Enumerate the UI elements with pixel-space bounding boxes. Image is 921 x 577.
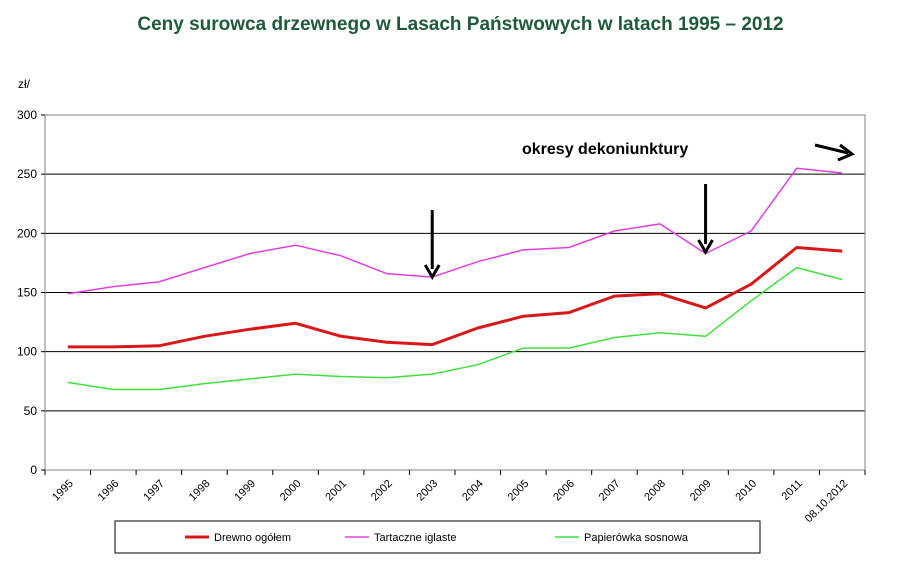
y-axis-label: zł/: [18, 77, 31, 91]
y-tick-label: 300: [17, 108, 37, 122]
x-tick-label: 1996: [96, 478, 122, 504]
arrow-right-icon: [814, 143, 849, 155]
x-tick-label: 2002: [369, 478, 395, 504]
y-tick-label: 0: [30, 463, 37, 477]
y-tick-label: 150: [17, 286, 37, 300]
x-tick-label: 2001: [323, 478, 349, 504]
arrowhead-icon: [697, 239, 714, 255]
legend-box: [114, 520, 761, 554]
x-tick-label: 2003: [415, 478, 441, 504]
x-tick-label: 2009: [688, 478, 714, 504]
y-tick-label: 50: [24, 404, 38, 418]
series-line: [67, 246, 843, 349]
y-axis-ticks: 0 50 100 150 200 250 300: [17, 108, 45, 477]
legend-label: Drewno ogółem: [214, 532, 291, 544]
x-tick-label: 1998: [187, 478, 213, 504]
legend-label: Papierówka sosnowa: [584, 532, 689, 544]
series-lines: [67, 167, 843, 391]
annotations: okresy dekoniunktury: [423, 141, 855, 280]
x-axis-ticks: 1995 1996 1997 1998 1999 2000 2001 2002 2003 2004…: [44, 470, 866, 525]
x-tick-label: 1995: [50, 478, 76, 504]
annotation-text: okresy dekoniunktury: [522, 141, 688, 158]
y-tick-label: 200: [17, 226, 37, 240]
y-tick-label: 250: [17, 167, 37, 181]
x-tick-label: 2010: [733, 478, 759, 504]
x-tick-label: 2007: [597, 478, 623, 504]
series-line: [67, 167, 843, 295]
legend-label: Tartaczne iglaste: [374, 532, 457, 544]
grid-lines: [45, 114, 865, 471]
x-tick-label: 08.10.2012: [803, 478, 850, 525]
y-tick-label: 100: [17, 345, 37, 359]
x-tick-label: 2006: [551, 478, 577, 504]
x-tick-label: 1997: [141, 478, 167, 504]
arrowhead-icon: [837, 143, 855, 162]
series-line: [67, 266, 843, 391]
x-tick-label: 2008: [642, 478, 668, 504]
legend: Drewno ogółem Tartaczne iglaste Papierówka…: [114, 520, 761, 554]
chart-title: Ceny surowca drzewnego w Lasach Państwow…: [137, 14, 784, 35]
x-tick-label: 2004: [460, 478, 486, 504]
arrowhead-icon: [423, 264, 441, 280]
x-tick-label: 2000: [278, 478, 304, 504]
x-tick-label: 2005: [506, 478, 532, 504]
x-tick-label: 1999: [232, 478, 258, 504]
x-tick-label: 2011: [780, 478, 805, 503]
